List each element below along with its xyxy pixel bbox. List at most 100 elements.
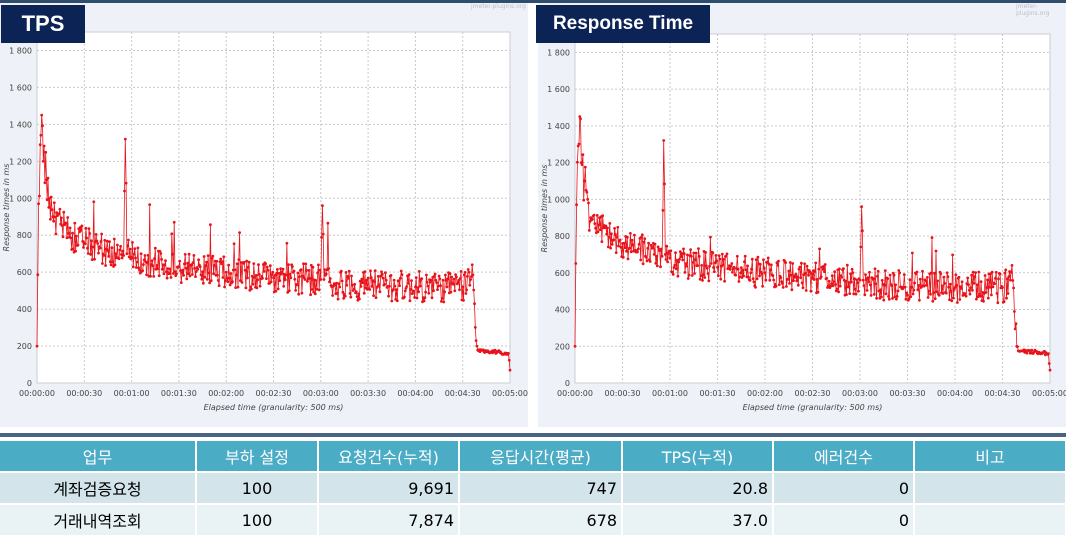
data-point <box>118 248 122 252</box>
data-point <box>361 281 364 284</box>
data-point <box>990 270 994 274</box>
data-point <box>380 272 384 276</box>
data-point <box>1012 286 1015 290</box>
data-point <box>384 271 387 275</box>
data-point <box>791 262 795 265</box>
data-point <box>748 279 752 282</box>
data-point <box>1010 264 1014 267</box>
data-point <box>433 272 437 276</box>
data-point <box>867 280 871 284</box>
tps-chart-watermark: jmeter-plugins.org <box>471 3 526 10</box>
data-point <box>777 283 781 286</box>
data-point <box>84 226 88 230</box>
data-point <box>1009 270 1013 274</box>
data-point <box>181 268 185 272</box>
data-point <box>915 270 919 274</box>
data-point <box>844 280 848 283</box>
data-point <box>344 271 348 274</box>
data-point <box>886 277 890 280</box>
data-point <box>156 267 160 271</box>
data-point <box>169 276 173 279</box>
data-point <box>693 258 697 262</box>
data-point <box>604 224 608 228</box>
data-point <box>642 240 646 244</box>
data-point <box>38 143 42 147</box>
data-point <box>925 276 929 279</box>
data-point <box>636 247 640 251</box>
data-point <box>222 255 226 259</box>
data-point <box>750 267 753 271</box>
data-point <box>97 251 100 255</box>
data-point <box>671 270 674 274</box>
data-point <box>58 207 62 211</box>
data-point <box>316 271 319 275</box>
data-point <box>131 265 135 269</box>
data-point <box>614 233 617 237</box>
data-point <box>145 273 149 277</box>
data-point <box>799 276 802 280</box>
data-point <box>848 292 852 295</box>
data-point <box>1005 296 1008 300</box>
data-point <box>835 287 839 291</box>
data-point <box>116 243 119 247</box>
data-point <box>847 281 851 284</box>
data-point <box>100 232 103 236</box>
data-point <box>90 258 94 261</box>
data-point <box>978 294 982 298</box>
data-point <box>683 271 687 274</box>
data-point <box>417 290 420 294</box>
data-point <box>258 284 262 288</box>
data-point <box>714 254 718 257</box>
data-point <box>473 302 476 306</box>
data-point <box>357 292 360 296</box>
data-point <box>391 288 395 291</box>
data-point <box>279 267 282 270</box>
data-point <box>813 270 817 273</box>
data-point <box>707 279 711 283</box>
data-point <box>68 226 72 230</box>
data-point <box>742 274 745 278</box>
data-point <box>350 274 353 278</box>
data-point <box>932 291 935 294</box>
data-point <box>164 259 167 263</box>
data-point <box>640 235 643 239</box>
data-point <box>691 261 695 264</box>
data-point <box>355 295 359 298</box>
data-point <box>432 274 436 278</box>
top-border-line <box>0 0 1066 3</box>
data-point <box>831 284 835 288</box>
data-point <box>53 215 57 219</box>
data-point <box>804 289 808 292</box>
data-point <box>880 295 883 299</box>
data-point <box>282 284 286 288</box>
data-point <box>977 270 981 274</box>
data-point <box>281 267 285 271</box>
data-point <box>507 358 511 362</box>
x-tick-label: 00:01:00 <box>114 389 150 398</box>
y-tick-label: 1 000 <box>9 194 32 203</box>
data-point <box>997 277 1000 281</box>
data-point <box>163 263 167 267</box>
data-point <box>418 284 422 288</box>
y-tick-label: 200 <box>555 342 570 351</box>
data-point <box>580 163 584 167</box>
data-point <box>884 292 888 296</box>
data-point <box>99 240 103 243</box>
data-point <box>876 274 879 278</box>
data-point <box>829 284 833 288</box>
data-point <box>804 272 807 275</box>
data-point <box>616 225 620 229</box>
data-point <box>36 273 40 277</box>
y-tick-label: 1 200 <box>547 159 570 168</box>
data-point <box>739 271 742 275</box>
data-point <box>833 270 837 274</box>
data-point <box>719 277 723 281</box>
data-point <box>787 269 791 273</box>
data-point <box>369 269 372 273</box>
data-point <box>204 264 208 267</box>
data-point <box>441 278 445 282</box>
data-point <box>412 289 416 293</box>
data-point <box>175 272 178 276</box>
data-point <box>959 287 963 290</box>
data-point <box>271 270 275 274</box>
